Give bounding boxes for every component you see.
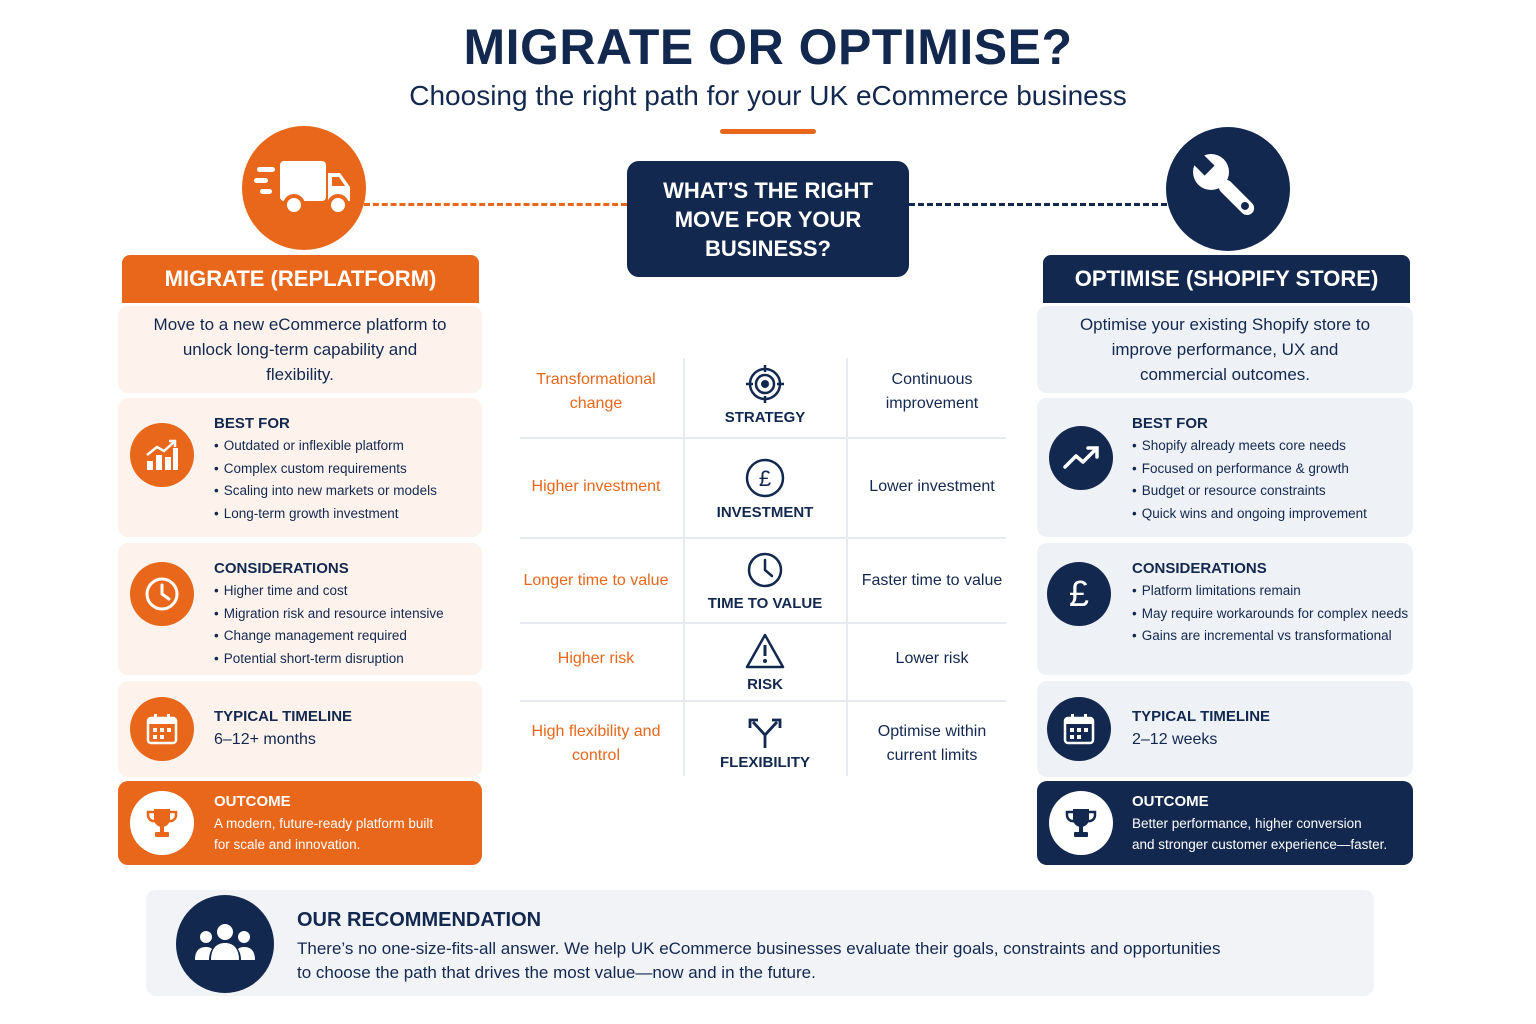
optimise-timeline-heading: TYPICAL TIMELINE — [1132, 708, 1271, 725]
trend-up-icon — [1049, 426, 1113, 490]
center-question: WHAT’S THE RIGHT MOVE FOR YOUR BUSINESS? — [627, 161, 909, 277]
migrate-timeline-value: 6–12+ months — [214, 731, 316, 748]
recommendation-panel — [146, 890, 1374, 996]
migrate-timeline-heading: TYPICAL TIMELINE — [214, 708, 353, 725]
target-icon — [745, 364, 785, 409]
optimise-outcome-line1: Better performance, higher conversion — [1132, 816, 1362, 831]
migrate-header: MIGRATE (REPLATFORM) — [122, 255, 479, 303]
comparison-divider — [846, 358, 848, 776]
growth-chart-icon — [130, 423, 194, 487]
list-item: Platform limitations remain — [1132, 580, 1408, 603]
recommendation-line1: There’s no one-size-fits-all answer. We … — [297, 939, 1221, 958]
wrench-icon — [1166, 127, 1290, 251]
svg-text:£: £ — [1069, 575, 1089, 613]
migrate-best-for-card: BEST FOR Outdated or inflexible platform… — [118, 398, 482, 537]
list-item: Quick wins and ongoing improvement — [1132, 503, 1367, 526]
list-item: Long-term growth investment — [214, 503, 437, 526]
migrate-best-for-list: Outdated or inflexible platform Complex … — [214, 435, 437, 525]
list-item: Outdated or inflexible platform — [214, 435, 437, 458]
warning-icon — [744, 632, 786, 675]
flexibility-optimise-value: Optimise within current limits — [877, 723, 987, 764]
calendar-icon — [130, 697, 194, 761]
migrate-outcome-card: OUTCOME A modern, future-ready platform … — [118, 781, 482, 865]
optimise-best-for-card: BEST FOR Shopify already meets core need… — [1037, 398, 1413, 537]
clock-icon — [745, 550, 785, 595]
time-to-value-label: TIME TO VALUE — [707, 595, 823, 612]
flexibility-migrate-value: High flexibility and control — [531, 723, 661, 764]
page-title: MIGRATE OR OPTIMISE? — [463, 19, 1073, 75]
migrate-considerations-card: CONSIDERATIONS Higher time and cost Migr… — [118, 543, 482, 675]
list-item: Gains are incremental vs transformationa… — [1132, 625, 1408, 648]
pound-icon: £ — [1047, 562, 1111, 626]
strategy-optimise-value: Continuous improvement — [885, 371, 979, 412]
optimise-timeline-value: 2–12 weeks — [1132, 731, 1218, 748]
flexibility-label: FLEXIBILITY — [720, 754, 810, 771]
trophy-icon — [130, 791, 194, 855]
investment-optimise-value: Lower investment — [869, 478, 995, 495]
list-item: Potential short-term disruption — [214, 648, 444, 671]
strategy-migrate-value: Transformational change — [536, 371, 656, 412]
time-optimise-value: Faster time to value — [861, 572, 1003, 589]
risk-migrate-value: Higher risk — [557, 650, 635, 667]
pound-circle-icon: £ — [744, 457, 786, 504]
optimise-best-for-heading: BEST FOR — [1132, 415, 1208, 432]
truck-icon — [242, 126, 366, 250]
optimise-outcome-line2: and stronger customer experience—faster. — [1132, 837, 1388, 852]
optimise-header: OPTIMISE (SHOPIFY STORE) — [1043, 255, 1410, 303]
split-arrow-icon — [746, 716, 784, 755]
optimise-considerations-heading: CONSIDERATIONS — [1132, 560, 1267, 577]
row-divider — [520, 700, 1006, 702]
trophy-icon — [1049, 791, 1113, 855]
clock-icon — [130, 562, 194, 626]
recommendation-line2: to choose the path that drives the most … — [297, 963, 816, 982]
time-migrate-value: Longer time to value — [523, 572, 669, 589]
investment-migrate-value: Higher investment — [531, 478, 661, 495]
migrate-considerations-list: Higher time and cost Migration risk and … — [214, 580, 444, 670]
migrate-outcome-heading: OUTCOME — [214, 793, 291, 810]
row-divider — [520, 537, 1006, 539]
list-item: Shopify already meets core needs — [1132, 435, 1367, 458]
connector-right — [909, 203, 1167, 206]
optimise-best-for-list: Shopify already meets core needs Focused… — [1132, 435, 1367, 525]
row-divider — [520, 622, 1006, 624]
migrate-timeline-card: TYPICAL TIMELINE 6–12+ months — [118, 681, 482, 777]
list-item: Migration risk and resource intensive — [214, 603, 444, 626]
people-icon — [176, 895, 274, 993]
list-item: Change management required — [214, 625, 444, 648]
list-item: Higher time and cost — [214, 580, 444, 603]
connector-left — [364, 203, 627, 206]
investment-label: INVESTMENT — [716, 504, 814, 521]
row-divider — [520, 437, 1006, 439]
optimise-outcome-card: OUTCOME Better performance, higher conve… — [1037, 781, 1413, 865]
optimise-intro: Optimise your existing Shopify store to … — [1037, 306, 1413, 393]
recommendation-heading: OUR RECOMMENDATION — [297, 909, 542, 931]
optimise-timeline-card: TYPICAL TIMELINE 2–12 weeks — [1037, 681, 1413, 777]
list-item: Budget or resource constraints — [1132, 480, 1367, 503]
migrate-outcome-line1: A modern, future-ready platform built — [214, 816, 434, 831]
risk-label: RISK — [747, 676, 783, 693]
optimise-outcome-heading: OUTCOME — [1132, 793, 1209, 810]
migrate-considerations-heading: CONSIDERATIONS — [214, 560, 349, 577]
comparison-divider — [683, 358, 685, 776]
strategy-label: STRATEGY — [724, 409, 806, 426]
list-item: Complex custom requirements — [214, 458, 437, 481]
title-divider — [720, 129, 816, 134]
list-item: Scaling into new markets or models — [214, 480, 437, 503]
page-subtitle: Choosing the right path for your UK eCom… — [409, 80, 1127, 111]
svg-text:£: £ — [759, 466, 771, 491]
list-item: Focused on performance & growth — [1132, 458, 1367, 481]
calendar-icon — [1047, 697, 1111, 761]
optimise-considerations-list: Platform limitations remain May require … — [1132, 580, 1408, 648]
optimise-considerations-card: £ CONSIDERATIONS Platform limitations re… — [1037, 543, 1413, 675]
migrate-intro: Move to a new eCommerce platform to unlo… — [118, 306, 482, 393]
migrate-outcome-line2: for scale and innovation. — [214, 837, 361, 852]
migrate-best-for-heading: BEST FOR — [214, 415, 290, 432]
risk-optimise-value: Lower risk — [895, 650, 969, 667]
list-item: May require workarounds for complex need… — [1132, 603, 1408, 626]
